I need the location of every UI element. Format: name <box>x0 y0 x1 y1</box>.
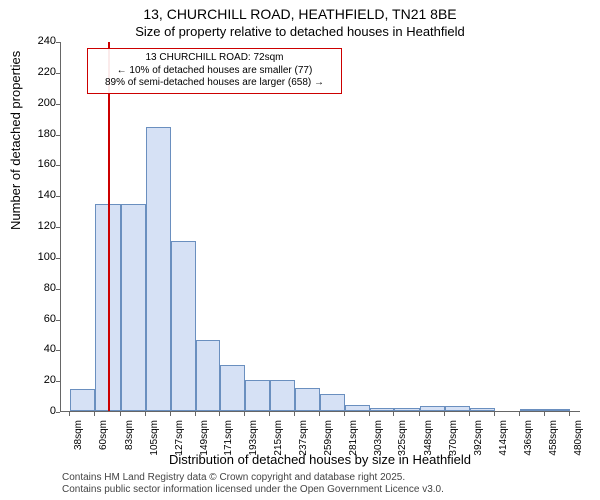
y-tick-mark <box>56 289 60 290</box>
histogram-bar <box>70 389 95 411</box>
histogram-bar <box>146 127 171 411</box>
y-tick-mark <box>56 73 60 74</box>
x-tick-mark <box>94 412 95 416</box>
histogram-bar <box>171 241 196 411</box>
annotation-line1: 13 CHURCHILL ROAD: 72sqm <box>94 52 335 65</box>
histogram-bar <box>320 394 345 411</box>
y-tick-label: 40 <box>16 343 56 355</box>
annotation-line2: ← 10% of detached houses are smaller (77… <box>94 65 335 78</box>
x-tick-mark <box>244 412 245 416</box>
x-tick-mark <box>519 412 520 416</box>
y-tick-mark <box>56 381 60 382</box>
x-tick-mark <box>170 412 171 416</box>
histogram-bar <box>420 406 445 411</box>
x-tick-mark <box>569 412 570 416</box>
y-tick-label: 240 <box>16 35 56 47</box>
histogram-bar <box>295 388 320 411</box>
footer-copyright-1: Contains HM Land Registry data © Crown c… <box>62 472 405 483</box>
x-tick-mark <box>269 412 270 416</box>
y-tick-label: 160 <box>16 158 56 170</box>
y-tick-mark <box>56 135 60 136</box>
histogram-bar <box>370 408 395 411</box>
x-axis-label: Distribution of detached houses by size … <box>60 452 580 467</box>
x-tick-mark <box>294 412 295 416</box>
histogram-bar <box>394 408 420 411</box>
chart-title-sub: Size of property relative to detached ho… <box>0 24 600 39</box>
x-tick-mark <box>419 412 420 416</box>
histogram-bar <box>196 340 221 411</box>
histogram-bar <box>121 204 146 411</box>
y-tick-label: 220 <box>16 66 56 78</box>
histogram-bar <box>345 405 370 411</box>
x-tick-mark <box>469 412 470 416</box>
histogram-bar <box>520 409 545 411</box>
y-tick-mark <box>56 165 60 166</box>
x-tick-mark <box>120 412 121 416</box>
y-tick-label: 0 <box>16 405 56 417</box>
y-tick-label: 100 <box>16 251 56 263</box>
footer-copyright-2: Contains public sector information licen… <box>62 484 444 495</box>
y-tick-label: 180 <box>16 128 56 140</box>
histogram-bar <box>270 380 295 411</box>
y-tick-label: 60 <box>16 313 56 325</box>
x-tick-mark <box>145 412 146 416</box>
y-tick-label: 120 <box>16 220 56 232</box>
y-tick-mark <box>56 412 60 413</box>
histogram-bar <box>470 408 495 411</box>
histogram-bar <box>545 409 570 411</box>
y-tick-mark <box>56 350 60 351</box>
y-tick-label: 80 <box>16 282 56 294</box>
x-tick-mark <box>369 412 370 416</box>
x-tick-mark <box>544 412 545 416</box>
x-tick-mark <box>319 412 320 416</box>
plot-area <box>60 42 580 412</box>
y-tick-label: 200 <box>16 97 56 109</box>
y-tick-mark <box>56 42 60 43</box>
x-tick-mark <box>69 412 70 416</box>
x-tick-mark <box>344 412 345 416</box>
reference-line <box>108 42 110 411</box>
y-tick-mark <box>56 320 60 321</box>
x-tick-mark <box>195 412 196 416</box>
x-tick-mark <box>444 412 445 416</box>
y-tick-mark <box>56 258 60 259</box>
chart-title-main: 13, CHURCHILL ROAD, HEATHFIELD, TN21 8BE <box>0 6 600 22</box>
histogram-bar <box>445 406 470 411</box>
y-tick-label: 140 <box>16 189 56 201</box>
histogram-bar <box>220 365 245 411</box>
y-tick-mark <box>56 196 60 197</box>
y-tick-mark <box>56 227 60 228</box>
y-tick-mark <box>56 104 60 105</box>
x-tick-mark <box>393 412 394 416</box>
annotation-box: 13 CHURCHILL ROAD: 72sqm ← 10% of detach… <box>87 48 342 94</box>
x-tick-mark <box>494 412 495 416</box>
y-tick-label: 20 <box>16 374 56 386</box>
annotation-line3: 89% of semi-detached houses are larger (… <box>94 77 335 90</box>
x-tick-mark <box>219 412 220 416</box>
histogram-chart: 13, CHURCHILL ROAD, HEATHFIELD, TN21 8BE… <box>0 0 600 500</box>
histogram-bar <box>245 380 270 411</box>
